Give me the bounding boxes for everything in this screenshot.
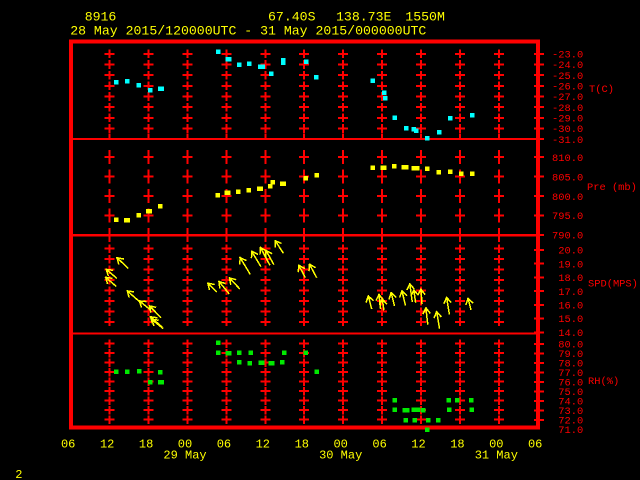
- svg-text:790.0: 790.0: [552, 231, 583, 243]
- svg-text:72.0: 72.0: [558, 416, 583, 428]
- svg-text:18: 18: [295, 438, 309, 452]
- svg-text:00: 00: [333, 438, 347, 452]
- svg-text:31 May: 31 May: [475, 449, 518, 463]
- svg-text:19.0: 19.0: [558, 259, 583, 271]
- svg-text:29 May: 29 May: [163, 449, 206, 463]
- svg-text:73.0: 73.0: [558, 406, 583, 418]
- svg-text:77.0: 77.0: [558, 368, 583, 380]
- svg-text:810.0: 810.0: [552, 153, 583, 165]
- svg-text:67.40S: 67.40S: [268, 10, 316, 25]
- svg-text:06: 06: [372, 438, 386, 452]
- svg-text:-29.0: -29.0: [552, 114, 583, 126]
- svg-text:14.0: 14.0: [558, 328, 583, 340]
- svg-text:76.0: 76.0: [558, 378, 583, 390]
- svg-text:18: 18: [139, 438, 153, 452]
- svg-text:12: 12: [100, 438, 114, 452]
- svg-text:18.0: 18.0: [558, 273, 583, 285]
- svg-text:16.0: 16.0: [558, 301, 583, 313]
- svg-text:-24.0: -24.0: [552, 60, 583, 72]
- svg-text:138.73E: 138.73E: [336, 10, 391, 25]
- svg-text:RH(%): RH(%): [588, 376, 619, 388]
- svg-text:12: 12: [411, 438, 425, 452]
- svg-text:30 May: 30 May: [319, 449, 362, 463]
- svg-text:20.0: 20.0: [558, 246, 583, 258]
- svg-text:78.0: 78.0: [558, 359, 583, 371]
- svg-text:SPD(MPS): SPD(MPS): [588, 278, 638, 290]
- svg-text:1550M: 1550M: [405, 10, 445, 25]
- svg-text:80.0: 80.0: [558, 340, 583, 352]
- svg-text:00: 00: [489, 438, 503, 452]
- svg-text:06: 06: [61, 438, 75, 452]
- svg-text:-31.0: -31.0: [552, 135, 583, 147]
- svg-text:2: 2: [15, 468, 22, 480]
- svg-text:79.0: 79.0: [558, 349, 583, 361]
- svg-text:-30.0: -30.0: [552, 124, 583, 136]
- svg-text:-27.0: -27.0: [552, 92, 583, 104]
- svg-text:06: 06: [528, 438, 542, 452]
- svg-text:12: 12: [256, 438, 270, 452]
- svg-text:Pre (mb): Pre (mb): [587, 182, 637, 194]
- svg-text:T(C): T(C): [589, 84, 614, 96]
- svg-text:-25.0: -25.0: [552, 71, 583, 83]
- svg-text:-28.0: -28.0: [552, 103, 583, 115]
- svg-text:75.0: 75.0: [558, 387, 583, 399]
- svg-text:17.0: 17.0: [558, 287, 583, 299]
- svg-text:800.0: 800.0: [552, 192, 583, 204]
- svg-text:795.0: 795.0: [552, 211, 583, 223]
- svg-text:28 May 2015/120000UTC - 31 May: 28 May 2015/120000UTC - 31 May 2015/0000…: [70, 23, 426, 38]
- svg-text:06: 06: [217, 438, 231, 452]
- svg-text:805.0: 805.0: [552, 172, 583, 184]
- svg-text:74.0: 74.0: [558, 397, 583, 409]
- svg-text:71.0: 71.0: [558, 425, 583, 437]
- svg-text:18: 18: [450, 438, 464, 452]
- svg-text:8916: 8916: [85, 10, 117, 25]
- svg-text:-23.0: -23.0: [552, 50, 583, 62]
- svg-text:-26.0: -26.0: [552, 82, 583, 94]
- svg-text:15.0: 15.0: [558, 314, 583, 326]
- svg-text:00: 00: [178, 438, 192, 452]
